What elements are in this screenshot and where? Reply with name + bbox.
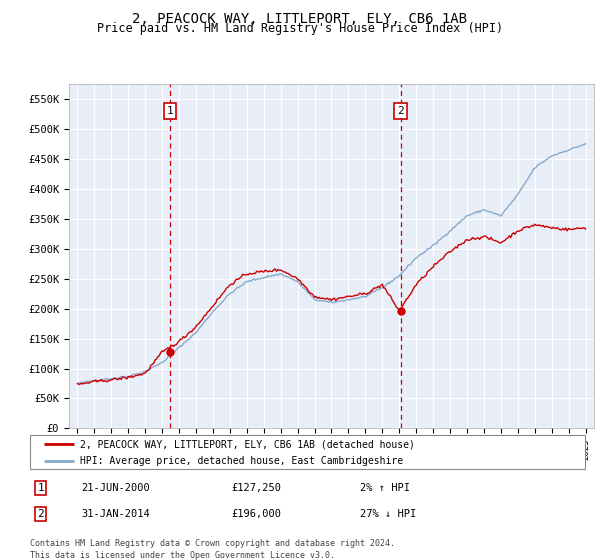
Text: HPI: Average price, detached house, East Cambridgeshire: HPI: Average price, detached house, East… [80, 456, 403, 465]
FancyBboxPatch shape [30, 435, 585, 469]
Text: 2, PEACOCK WAY, LITTLEPORT, ELY, CB6 1AB (detached house): 2, PEACOCK WAY, LITTLEPORT, ELY, CB6 1AB… [80, 439, 415, 449]
Text: 31-JAN-2014: 31-JAN-2014 [81, 509, 150, 519]
Text: Contains HM Land Registry data © Crown copyright and database right 2024.
This d: Contains HM Land Registry data © Crown c… [30, 539, 395, 559]
Text: £196,000: £196,000 [231, 509, 281, 519]
Text: 21-JUN-2000: 21-JUN-2000 [81, 483, 150, 493]
Text: Price paid vs. HM Land Registry's House Price Index (HPI): Price paid vs. HM Land Registry's House … [97, 22, 503, 35]
Text: 27% ↓ HPI: 27% ↓ HPI [360, 509, 416, 519]
Text: 1: 1 [37, 483, 44, 493]
Text: 2% ↑ HPI: 2% ↑ HPI [360, 483, 410, 493]
Text: 2: 2 [37, 509, 44, 519]
Text: 2: 2 [397, 106, 404, 116]
Text: 1: 1 [167, 106, 173, 116]
Text: 2, PEACOCK WAY, LITTLEPORT, ELY, CB6 1AB: 2, PEACOCK WAY, LITTLEPORT, ELY, CB6 1AB [133, 12, 467, 26]
Text: £127,250: £127,250 [231, 483, 281, 493]
